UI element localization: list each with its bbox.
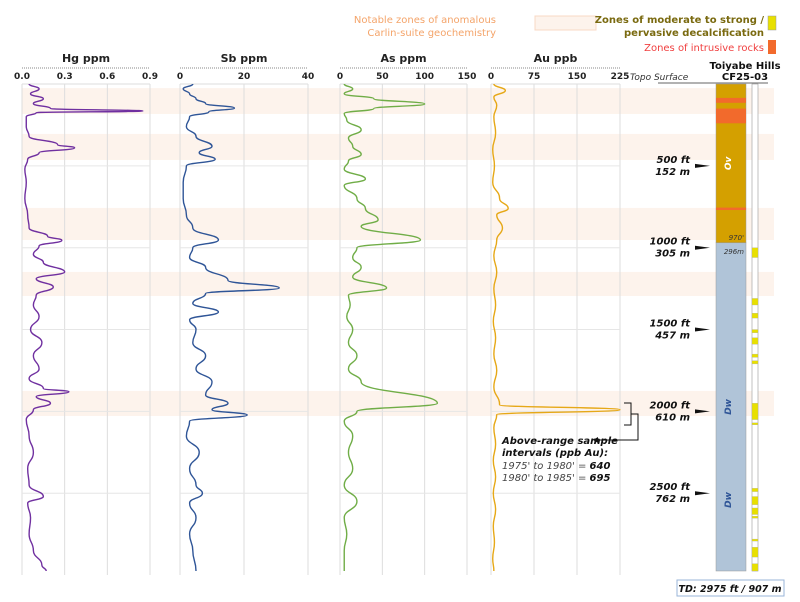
decalcification-zone bbox=[751, 422, 759, 426]
legend-intrusive-label: Zones of intrusive rocks bbox=[644, 43, 764, 54]
depth-label-m: 305 m bbox=[655, 249, 690, 260]
decalcification-zone bbox=[751, 353, 759, 358]
annotation-title: Above-range sample bbox=[501, 436, 618, 447]
decalcification-zone bbox=[751, 516, 759, 519]
annotation-arrow bbox=[593, 437, 598, 443]
intrusive-zone bbox=[716, 108, 746, 124]
tick-label: 0.3 bbox=[57, 72, 73, 82]
tick-label: 150 bbox=[458, 72, 477, 82]
legend-anomaly-label: Carlin-suite geochemistry bbox=[367, 28, 496, 39]
depth-label-m: 457 m bbox=[654, 331, 690, 342]
decalcification-zone bbox=[751, 563, 759, 572]
decalcification-zone bbox=[751, 507, 759, 515]
lithology-unit-label: Dw bbox=[724, 491, 734, 507]
legend-anomaly-swatch bbox=[534, 15, 597, 31]
depth-label-m: 762 m bbox=[655, 494, 690, 505]
depth-label-m: 152 m bbox=[655, 167, 690, 178]
legend-anomaly-label: Notable zones of anomalous bbox=[354, 15, 496, 26]
decalcification-zone bbox=[751, 403, 759, 420]
lithology-unit bbox=[715, 242, 747, 572]
annotation-title: intervals (ppb Au): bbox=[502, 448, 608, 459]
legend-decal-label: pervasive decalcification bbox=[624, 28, 764, 39]
tick-label: 75 bbox=[528, 72, 541, 82]
depth-marker-arrow bbox=[695, 245, 710, 250]
decalcification-zone bbox=[751, 329, 759, 333]
contact-depth-ft: 970' bbox=[729, 234, 744, 242]
lithology-unit-label: Dw bbox=[724, 398, 734, 414]
annotation-row: 1980' to 1985' = 695 bbox=[502, 473, 610, 484]
tick-label: 150 bbox=[568, 72, 587, 82]
track-title: Au ppb bbox=[534, 52, 578, 65]
tick-label: 0 bbox=[488, 72, 494, 82]
decalcification-zone bbox=[751, 547, 759, 558]
tick-label: 100 bbox=[415, 72, 434, 82]
total-depth-box bbox=[676, 579, 785, 597]
depth-label-ft: 2500 ft bbox=[650, 482, 692, 493]
depth-label-ft: 1500 ft bbox=[650, 319, 692, 330]
track-title: Hg ppm bbox=[62, 52, 110, 65]
anomaly-zone bbox=[22, 207, 774, 241]
contact-depth-m: 296m bbox=[724, 248, 744, 256]
track-title: Sb ppm bbox=[221, 52, 268, 65]
lithology-unit-label: Ov bbox=[724, 156, 734, 171]
depth-marker-arrow bbox=[695, 491, 710, 496]
decalcification-zone bbox=[751, 488, 759, 492]
decalcification-zone bbox=[751, 313, 759, 319]
depth-marker-arrow bbox=[695, 163, 710, 168]
topo-surface-label: Topo Surface bbox=[630, 73, 689, 83]
track-title: As ppm bbox=[380, 52, 426, 65]
tick-label: 40 bbox=[302, 72, 315, 82]
tick-label: 225 bbox=[611, 72, 630, 82]
well-id: CF25-03 bbox=[722, 72, 768, 83]
legend-decal-swatch bbox=[767, 15, 777, 31]
depth-label-m: 610 m bbox=[655, 412, 690, 423]
annotation-row: 1975' to 1980' = 640 bbox=[502, 461, 610, 472]
decalcification-zone bbox=[751, 496, 759, 505]
depth-marker-arrow bbox=[695, 409, 710, 414]
anomaly-zone bbox=[22, 271, 774, 296]
well-name: Toiyabe Hills bbox=[709, 61, 780, 72]
tick-label: 50 bbox=[376, 72, 389, 82]
legend-intrusive-swatch bbox=[768, 40, 776, 54]
decalcification-zone bbox=[751, 360, 759, 365]
tick-label: 0 bbox=[177, 72, 183, 82]
tick-label: 0.9 bbox=[142, 72, 158, 82]
depth-marker-arrow bbox=[695, 327, 710, 332]
depth-label-ft: 500 ft bbox=[657, 155, 692, 166]
tick-label: 20 bbox=[238, 72, 251, 82]
decalcification-zone bbox=[751, 247, 759, 258]
tick-label: 0.0 bbox=[14, 72, 30, 82]
decalcification-zone bbox=[751, 337, 759, 345]
intrusive-zone bbox=[716, 207, 746, 211]
decalcification-zone bbox=[751, 298, 759, 306]
depth-label-ft: 2000 ft bbox=[650, 400, 692, 411]
total-depth-label: TD: 2975 ft / 907 m bbox=[678, 584, 781, 595]
annotation-bracket bbox=[598, 402, 639, 441]
series-line-sb bbox=[182, 83, 280, 572]
tick-label: 0.6 bbox=[99, 72, 115, 82]
decalcification-zone bbox=[751, 538, 759, 542]
depth-label-ft: 1000 ft bbox=[650, 237, 692, 248]
intrusive-zone bbox=[716, 97, 746, 103]
series-line-as bbox=[343, 83, 439, 571]
tick-label: 0 bbox=[337, 72, 343, 82]
series-line-hg bbox=[24, 83, 144, 572]
series-line-au bbox=[492, 83, 621, 572]
anomaly-zone bbox=[22, 133, 774, 160]
legend-decal-label: Zones of moderate to strong / bbox=[595, 15, 765, 26]
